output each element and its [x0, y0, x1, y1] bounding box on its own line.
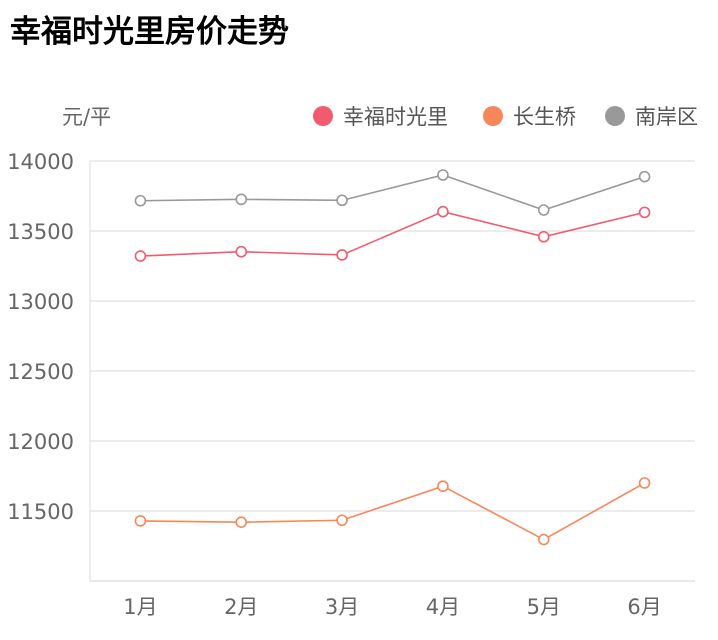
data-point: [437, 480, 449, 493]
data-point: [235, 245, 248, 258]
y-tick-label: 13000: [7, 290, 74, 314]
data-point: [336, 194, 348, 207]
y-axis-label: 元/平: [62, 105, 111, 129]
legend-label: 幸福时光里: [343, 105, 448, 129]
chart-title: 幸福时光里房价走势: [10, 14, 289, 50]
series-line: [140, 210, 645, 257]
x-tick-label: 2月: [224, 595, 258, 619]
data-point: [235, 516, 248, 529]
data-point: [537, 533, 550, 546]
data-point: [235, 193, 248, 206]
data-point: [134, 194, 147, 207]
data-point: [437, 205, 449, 218]
legend-marker: [313, 106, 333, 126]
y-tick-label: 12000: [7, 430, 74, 454]
x-tick-label: 1月: [123, 595, 157, 619]
x-tick-label: 3月: [325, 595, 359, 619]
data-point: [336, 514, 348, 527]
x-tick-label: 4月: [426, 595, 460, 619]
data-point: [336, 249, 348, 261]
legend-label: 南岸区: [635, 105, 698, 129]
y-tick-label: 12500: [7, 360, 74, 384]
data-point: [638, 206, 651, 219]
data-point: [134, 250, 147, 262]
legend-label: 长生桥: [513, 105, 576, 129]
series-line: [140, 174, 645, 211]
legend-marker: [605, 106, 625, 126]
data-point: [134, 515, 147, 527]
data-point: [537, 230, 550, 243]
y-tick-label: 11500: [7, 500, 74, 524]
series-line: [140, 482, 645, 541]
data-point: [537, 204, 550, 216]
x-tick-label: 5月: [527, 595, 561, 619]
data-point: [638, 477, 651, 489]
data-point: [638, 170, 651, 183]
legend-marker: [483, 106, 503, 126]
y-tick-label: 13500: [7, 220, 74, 244]
data-point: [437, 169, 449, 181]
x-tick-label: 6月: [627, 595, 661, 619]
y-tick-label: 14000: [7, 150, 74, 174]
